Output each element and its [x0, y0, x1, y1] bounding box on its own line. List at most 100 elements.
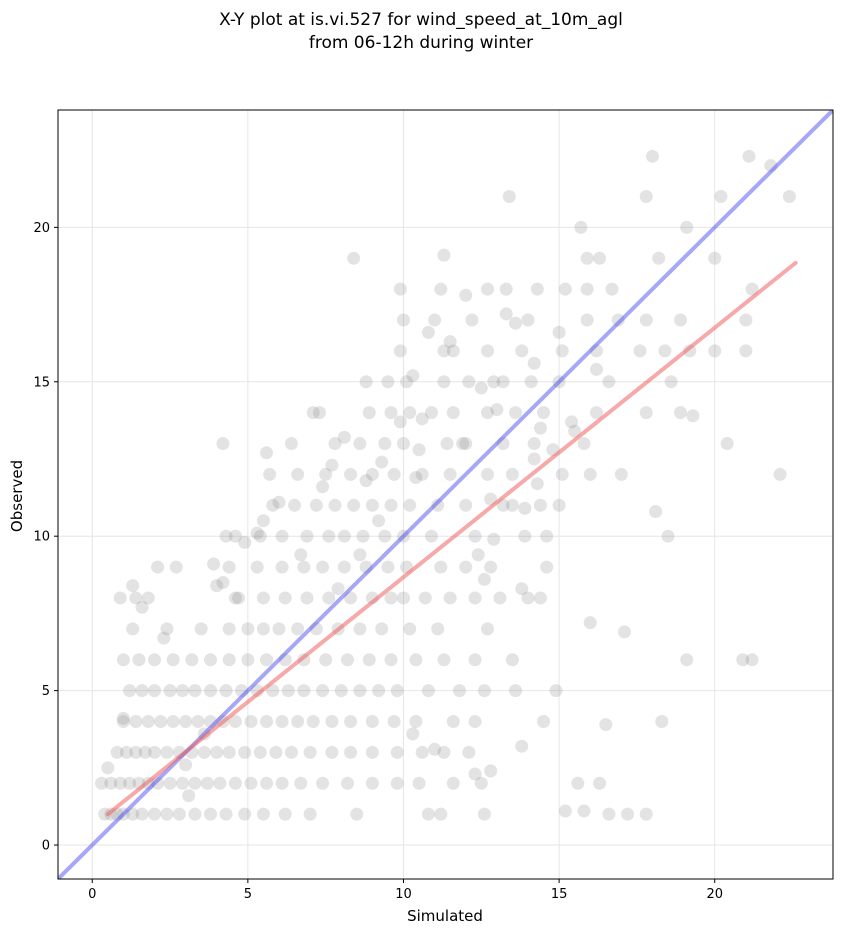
scatter-point [437, 745, 451, 759]
scatter-point [147, 807, 161, 821]
scatter-point [571, 776, 585, 790]
scatter-point [378, 437, 392, 451]
scatter-point [222, 622, 236, 636]
scatter-point [639, 313, 653, 327]
scatter-point [175, 684, 189, 698]
scatter-point [256, 807, 270, 821]
scatter-point [135, 684, 149, 698]
scatter-point [362, 406, 376, 420]
scatter-point [574, 220, 588, 234]
scatter-point [250, 526, 264, 540]
scatter-point [589, 406, 603, 420]
scatter-point [191, 714, 205, 728]
scatter-point [275, 560, 289, 574]
scatter-point [393, 344, 407, 358]
scatter-point [537, 714, 551, 728]
scatter-point [278, 653, 292, 667]
scatter-point [316, 480, 330, 494]
scatter-point [232, 591, 246, 605]
scatter-point [565, 415, 579, 429]
scatter-point [123, 776, 137, 790]
scatter-point [166, 714, 180, 728]
scatter-point [306, 406, 320, 420]
scatter-point [533, 498, 547, 512]
grid-lines [58, 110, 833, 879]
scatter-point [580, 251, 594, 265]
scatter-point [468, 529, 482, 543]
scatter-point [409, 653, 423, 667]
scatter-point [658, 344, 672, 358]
scatter-point [275, 776, 289, 790]
scatter-point [182, 789, 196, 803]
scatter-point [219, 529, 233, 543]
scatter-point [468, 714, 482, 728]
scatter-point [365, 776, 379, 790]
scatter-point [116, 714, 130, 728]
scatter-point [157, 631, 171, 645]
scatter-point [359, 560, 373, 574]
scatter-point [384, 406, 398, 420]
scatter-point [331, 582, 345, 596]
scatter-point [555, 344, 569, 358]
scatter-point [390, 684, 404, 698]
scatter-point [589, 344, 603, 358]
scatter-point [238, 535, 252, 549]
scatter-point [484, 764, 498, 778]
scatter-point [580, 313, 594, 327]
scatter-point [661, 529, 675, 543]
scatter-point [294, 776, 308, 790]
scatter-point [533, 421, 547, 435]
scatter-point [558, 282, 572, 296]
scatter-point [434, 560, 448, 574]
scatter-point [708, 344, 722, 358]
scatter-point [263, 467, 277, 481]
scatter-point [406, 369, 420, 383]
scatter-point [328, 498, 342, 512]
scatter-point [443, 467, 457, 481]
scatter-point [418, 591, 432, 605]
scatter-point [490, 403, 504, 417]
scatter-point [462, 745, 476, 759]
scatter-point [288, 498, 302, 512]
scatter-point [337, 430, 351, 444]
y-axis-ticks: 0 5 10 15 20 [33, 221, 58, 854]
scatter-point [362, 653, 376, 667]
scatter-point [188, 807, 202, 821]
scatter-point [337, 529, 351, 543]
scatter-point [468, 591, 482, 605]
scatter-point [655, 714, 669, 728]
scatter-point [210, 579, 224, 593]
scatter-point [424, 529, 438, 543]
scatter-point [577, 804, 591, 818]
scatter-point [409, 471, 423, 485]
scatter-point [219, 807, 233, 821]
scatter-point [347, 498, 361, 512]
scatter-point [593, 776, 607, 790]
scatter-point [284, 437, 298, 451]
scatter-point [256, 514, 270, 528]
scatter-point [334, 684, 348, 698]
scatter-point [260, 446, 274, 460]
scatter-point [353, 437, 367, 451]
scatter-point [365, 467, 379, 481]
scatter-point [238, 807, 252, 821]
scatter-point [316, 776, 330, 790]
scatter-point [446, 776, 460, 790]
scatter-point [484, 560, 498, 574]
scatter-point [104, 776, 118, 790]
scatter-point [589, 362, 603, 376]
scatter-point [116, 653, 130, 667]
scatter-point [764, 159, 778, 173]
y-tick-label: 5 [42, 684, 50, 699]
scatter-point [509, 684, 523, 698]
scatter-point [403, 498, 417, 512]
scatter-point [216, 437, 230, 451]
scatter-point [428, 742, 442, 756]
y-tick-label: 20 [33, 221, 50, 236]
scatter-point [372, 684, 386, 698]
scatter-point [291, 622, 305, 636]
scatter-point [521, 313, 535, 327]
scatter-point [250, 560, 264, 574]
scatter-point [459, 560, 473, 574]
